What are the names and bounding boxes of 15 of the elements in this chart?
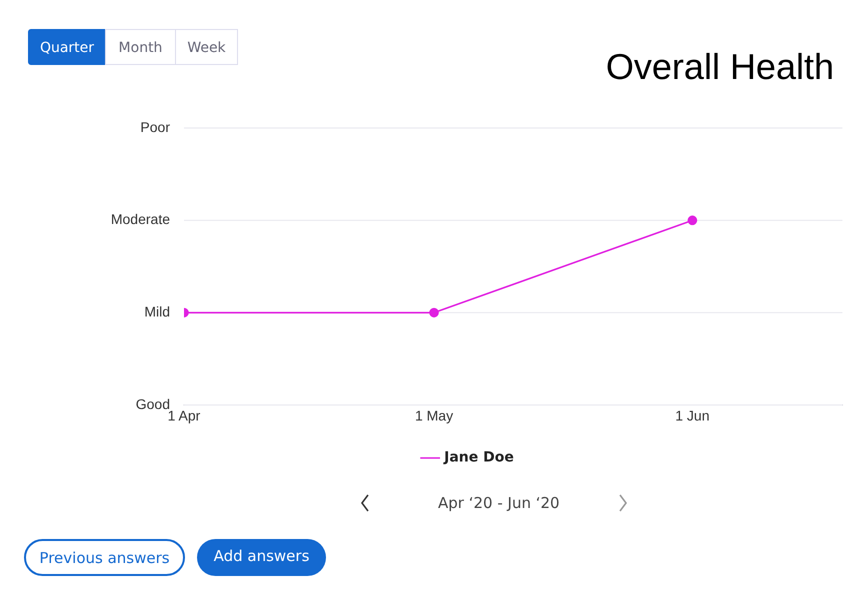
ref-line-label: Good: [136, 396, 170, 412]
text: Apr ‘20 - Jun ‘20: [438, 494, 560, 512]
x-tick-label: 1 Apr: [168, 407, 201, 424]
legend-label: Jane Doe: [443, 450, 514, 466]
text: Week: [175, 29, 238, 65]
ref-line-label: Moderate: [110, 211, 170, 228]
text: Quarter: [28, 29, 106, 65]
text: Month: [105, 29, 176, 65]
chart-title: Overall Health: [606, 46, 834, 88]
x-tick-label: 1 May: [414, 407, 454, 424]
text: Previous answers: [24, 539, 185, 576]
ref-line-label: Poor: [140, 118, 170, 135]
text: Add answers: [197, 539, 326, 576]
ref-line-label: Mild: [144, 304, 170, 320]
x-tick-label: 1 Jun: [675, 407, 710, 424]
